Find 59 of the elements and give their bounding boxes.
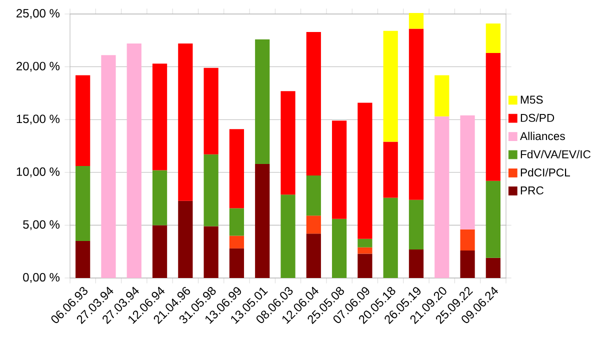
bar xyxy=(306,32,321,176)
bar xyxy=(486,258,500,278)
bar xyxy=(460,229,475,251)
bar xyxy=(255,164,270,278)
y-tick-label: 15,00 % xyxy=(16,114,60,125)
bar xyxy=(152,64,168,170)
bar xyxy=(152,170,168,226)
bar xyxy=(280,194,296,278)
bar xyxy=(408,12,424,29)
bar xyxy=(408,200,424,250)
y-tick-label: 5,00 % xyxy=(23,220,60,230)
bar xyxy=(486,53,500,181)
bar xyxy=(460,115,475,230)
bar xyxy=(229,208,244,236)
bar xyxy=(76,75,90,166)
bar xyxy=(229,248,244,278)
bar xyxy=(383,198,398,278)
bar xyxy=(76,166,90,242)
bar xyxy=(358,247,372,254)
bar xyxy=(358,102,372,239)
bar xyxy=(383,30,398,142)
legend-label: M5S xyxy=(520,96,543,104)
bar xyxy=(460,250,475,278)
bar xyxy=(332,120,347,219)
legend-label: DS/PD xyxy=(520,114,554,122)
y-tick-label: 10,00 % xyxy=(16,167,60,178)
bar xyxy=(178,200,193,278)
bar xyxy=(229,129,244,208)
legend-label: FdV/VA/EV/IC xyxy=(520,150,591,158)
bar xyxy=(306,216,321,234)
bar xyxy=(101,55,116,278)
y-tick-label: 20,00 % xyxy=(16,62,60,72)
legend-label: Alliances xyxy=(520,132,565,140)
bar xyxy=(178,44,193,201)
legend-label: PRC xyxy=(520,186,544,194)
bar xyxy=(486,23,500,54)
bar xyxy=(204,68,218,154)
bar xyxy=(306,176,321,216)
legend-label: PdCI/PCL xyxy=(520,168,570,177)
bar xyxy=(434,75,450,116)
bar xyxy=(126,44,142,278)
bar xyxy=(434,116,450,278)
bar xyxy=(255,39,270,164)
y-tick-label: 25,00 % xyxy=(16,9,60,19)
y-tick-label: 0,00 % xyxy=(23,273,60,283)
bar xyxy=(204,154,218,226)
bar xyxy=(383,142,398,198)
bar xyxy=(358,254,372,278)
bar xyxy=(358,238,372,248)
bar xyxy=(229,236,244,248)
bar xyxy=(486,180,500,258)
bar xyxy=(332,218,347,278)
bar xyxy=(306,234,321,278)
bar xyxy=(204,226,218,278)
bar xyxy=(408,28,424,200)
bar xyxy=(76,241,90,278)
bar xyxy=(152,225,168,278)
bar xyxy=(280,91,296,195)
bar xyxy=(408,249,424,278)
